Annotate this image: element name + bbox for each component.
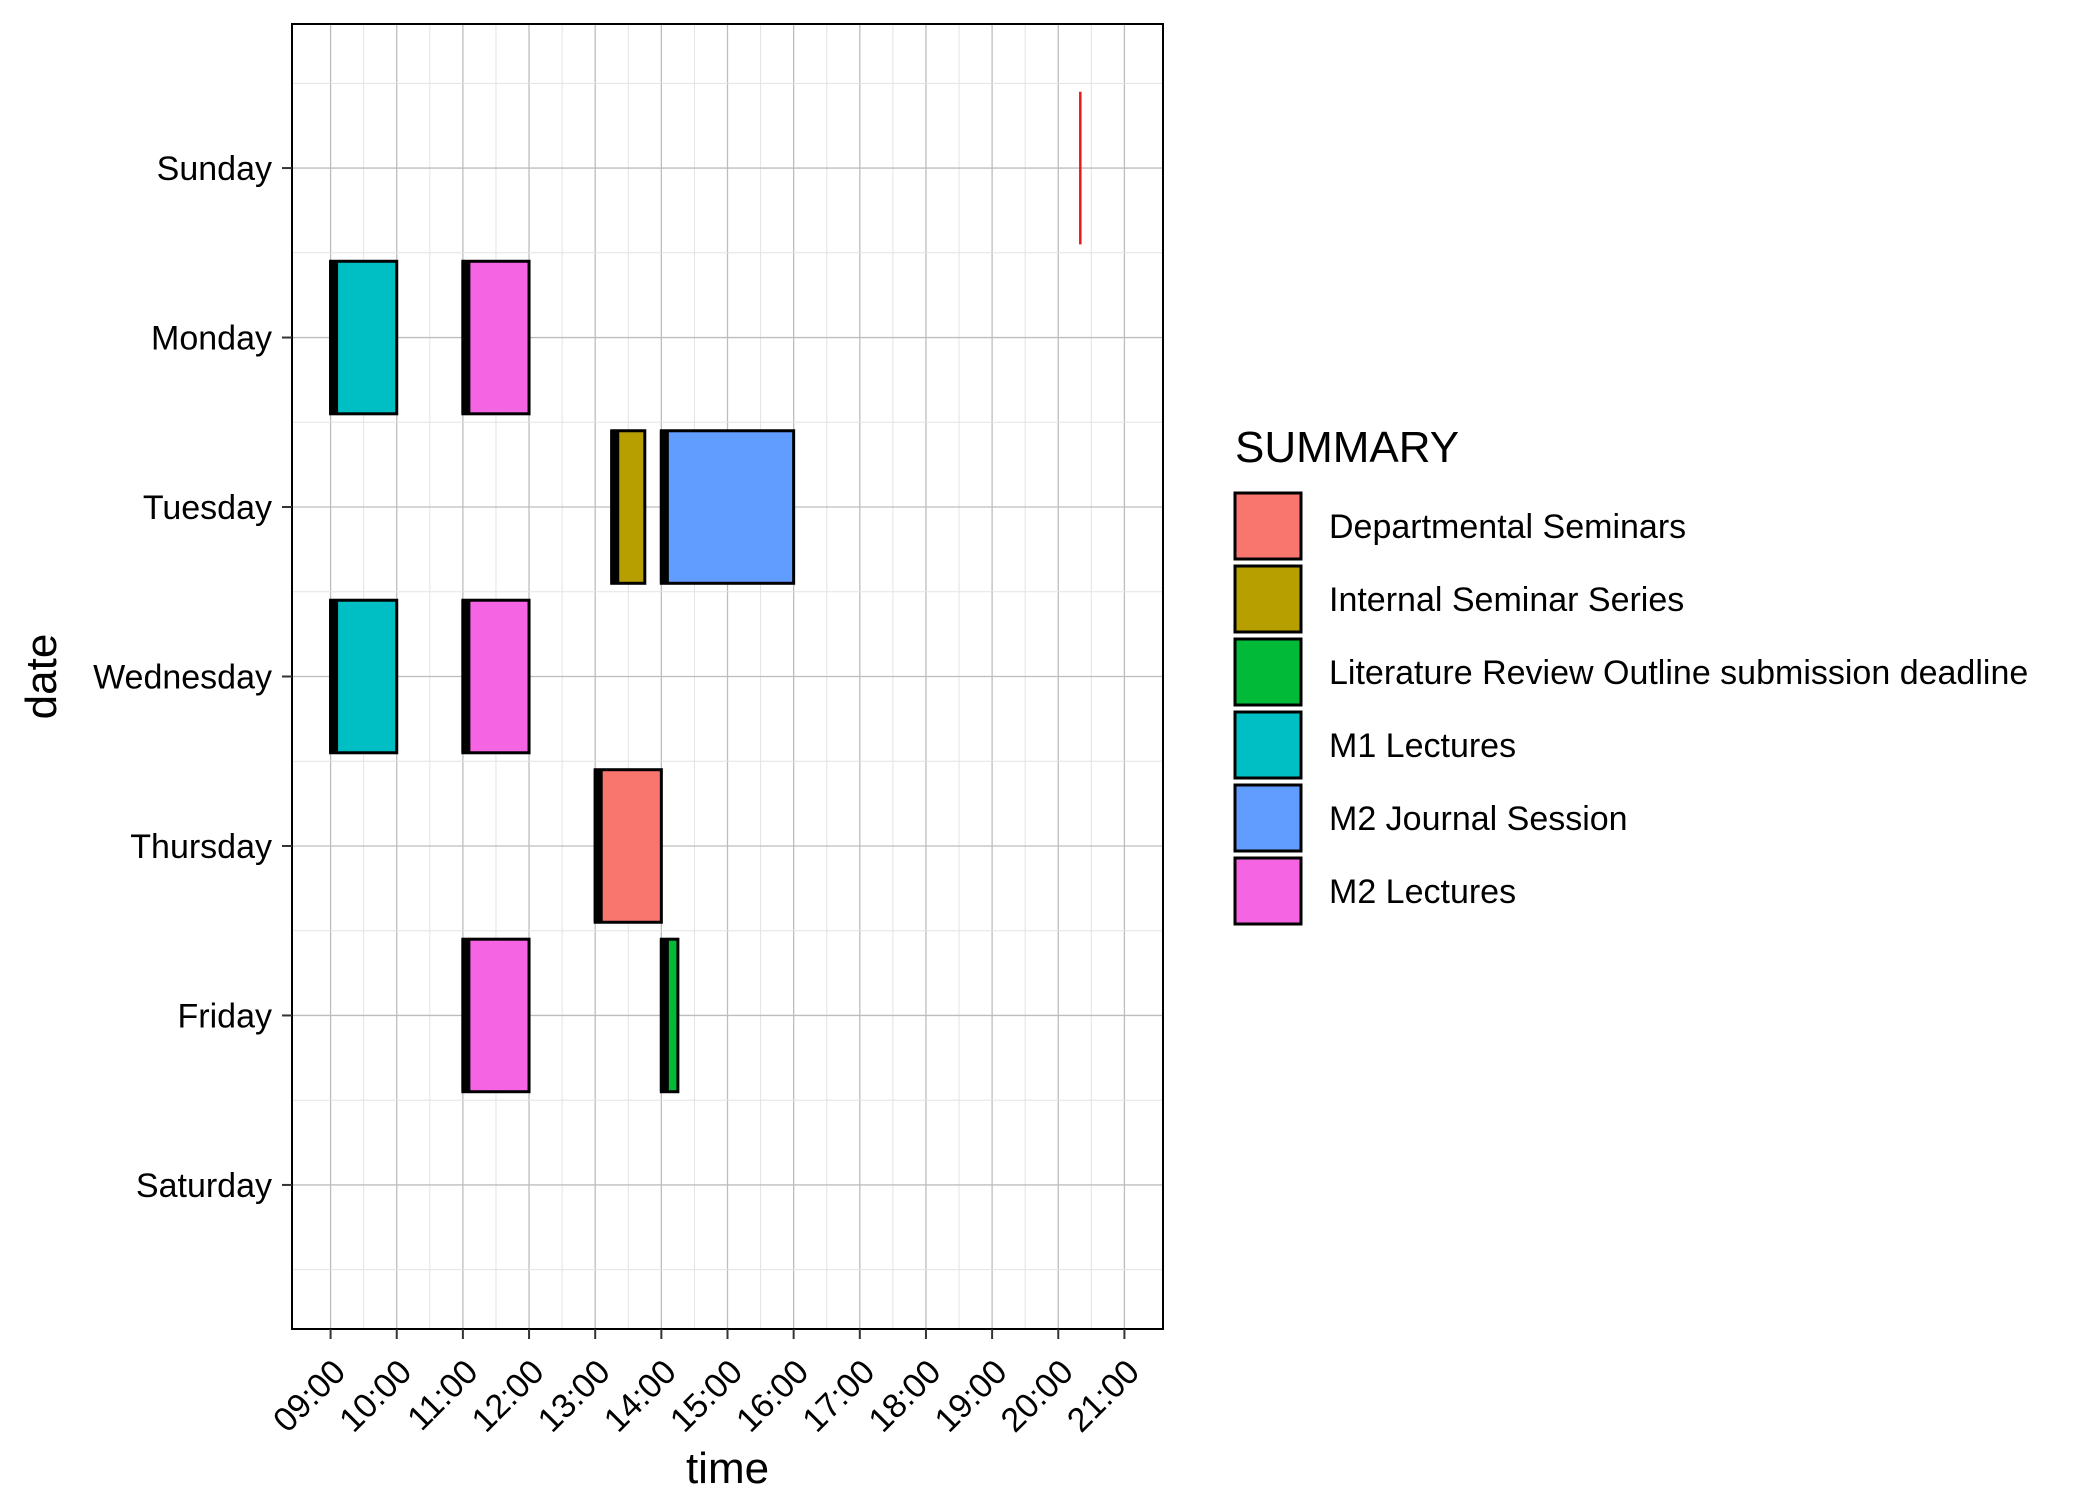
y-tick-label: Saturday [136, 1167, 272, 1205]
legend: Departmental Seminars Internal Seminar Se… [1233, 491, 2028, 926]
event-bar [329, 598, 399, 755]
x-tick-label: 15:00 [663, 1353, 750, 1440]
x-axis-title: time [686, 1444, 769, 1493]
y-tick-label: Monday [151, 320, 272, 358]
x-tick-label: 18:00 [861, 1353, 948, 1440]
x-tick-label: 20:00 [994, 1353, 1081, 1440]
event-bar [461, 259, 531, 416]
event-bar [461, 937, 531, 1094]
event-start-edge [329, 261, 339, 414]
y-tick-label: Friday [178, 997, 272, 1035]
x-tick-label: 16:00 [729, 1353, 816, 1440]
event-bar [659, 429, 796, 585]
x-tick-label: 09:00 [266, 1353, 353, 1440]
x-tick-label: 21:00 [1060, 1353, 1147, 1440]
legend-swatch [1233, 564, 1303, 634]
event-bar [329, 259, 399, 416]
legend-label: Internal Seminar Series [1329, 581, 1684, 619]
y-axis-ticks: Sunday Monday Tuesday Wednesday Thursday Frid… [93, 150, 292, 1205]
x-tick-label: 13:00 [531, 1353, 618, 1440]
legend-label: M2 Lectures [1329, 873, 1516, 911]
legend-title: SUMMARY [1235, 423, 1459, 472]
x-tick-label: 12:00 [464, 1353, 551, 1440]
event-bar [461, 598, 531, 755]
x-axis-ticks: 09:0010:0011:0012:0013:0014:0015:0016:00… [266, 1329, 1147, 1440]
event-start-edge [593, 769, 603, 923]
grid-lines [292, 24, 1163, 1329]
event-bars [329, 259, 796, 1094]
y-axis-title: date [17, 634, 66, 720]
y-tick-label: Thursday [130, 828, 272, 866]
legend-label: Departmental Seminars [1329, 508, 1686, 546]
event-bar [593, 768, 663, 924]
event-start-edge [659, 430, 669, 584]
event-start-edge [461, 600, 471, 753]
legend-label: M1 Lectures [1329, 727, 1516, 765]
legend-swatch [1233, 856, 1303, 926]
legend-label: Literature Review Outline submission dea… [1329, 654, 2028, 692]
y-tick-label: Wednesday [93, 659, 272, 697]
x-tick-label: 10:00 [332, 1353, 419, 1440]
x-tick-label: 11:00 [400, 1353, 485, 1438]
y-tick-label: Sunday [157, 150, 272, 188]
x-tick-label: 14:00 [597, 1353, 684, 1440]
event-start-edge [461, 261, 471, 414]
y-tick-label: Tuesday [143, 489, 272, 527]
legend-swatch [1233, 491, 1303, 561]
event-start-edge [461, 939, 471, 1092]
legend-swatch [1233, 637, 1303, 707]
x-tick-label: 17:00 [795, 1353, 882, 1440]
legend-swatch [1233, 710, 1303, 780]
legend-label: M2 Journal Session [1329, 800, 1628, 838]
event-start-edge [329, 600, 339, 753]
x-tick-label: 19:00 [928, 1353, 1015, 1440]
legend-swatch [1233, 783, 1303, 853]
event-start-edge [659, 939, 669, 1092]
event-start-edge [610, 430, 620, 584]
